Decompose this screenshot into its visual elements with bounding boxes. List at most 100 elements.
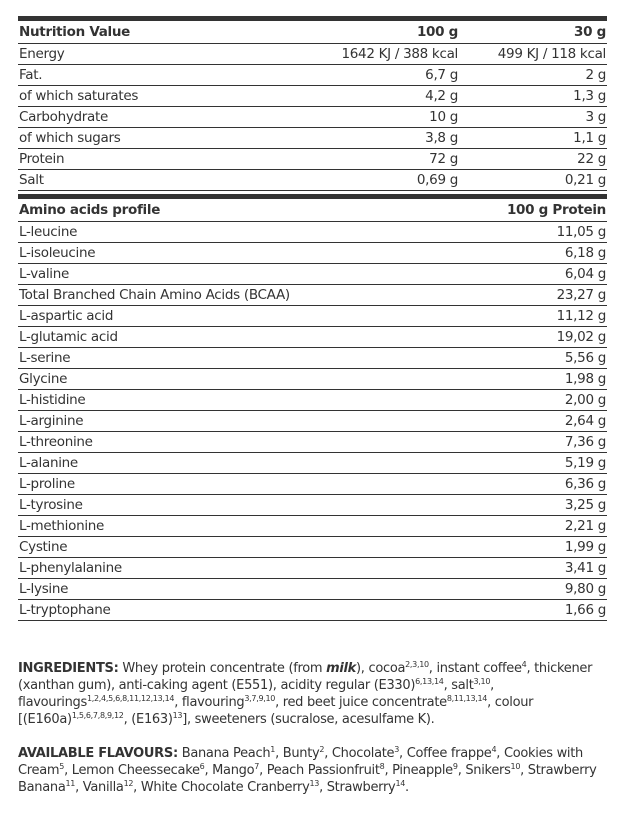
table-cell: 7,36 g	[447, 431, 607, 453]
table-row: L-tyrosine 3,25 g	[18, 494, 607, 516]
table-cell: 2,21 g	[447, 515, 607, 537]
table-cell: Protein	[18, 148, 320, 170]
text-part: .	[405, 780, 409, 795]
table-cell: L-tryptophane	[18, 599, 448, 621]
table-cell: 4,2 g	[320, 85, 459, 107]
footnote-ref: 11	[65, 779, 76, 788]
table-row: L-glutamic acid 19,02 g	[18, 326, 607, 348]
table-cell: L-tyrosine	[18, 494, 448, 516]
table-cell: 2 g	[459, 64, 607, 86]
table-cell: 1,66 g	[447, 599, 607, 621]
table-cell: 5,56 g	[447, 347, 607, 369]
table-cell: of which saturates	[18, 85, 320, 107]
table-header: Amino acids profile 100 g Protein	[18, 199, 607, 222]
footnote-ref: 2,3,10	[405, 660, 429, 669]
footnote-ref: 14	[395, 779, 406, 788]
table-cell: 6,18 g	[447, 242, 607, 264]
table-cell: L-histidine	[18, 389, 448, 411]
nutrition-panel: Nutrition Value 100 g 30 g Energy 1642 KJ / …	[18, 16, 607, 621]
table-cell: 3 g	[459, 106, 607, 128]
table-row: Energy 1642 KJ / 388 kcal 499 KJ / 118 kca…	[18, 43, 607, 65]
table-row: Protein 72 g 22 g	[18, 148, 607, 170]
table-row: L-histidine 2,00 g	[18, 389, 607, 411]
table-cell: L-lysine	[18, 578, 448, 600]
footnote-ref: 1,2,4,5,6,8,11,12,13,14	[86, 694, 175, 703]
text-part: , salt	[443, 678, 474, 693]
footnote-ref: 2	[319, 745, 325, 754]
text-part: , Peach Passionfruit	[259, 763, 380, 778]
table-row: Salt 0,69 g 0,21 g	[18, 169, 607, 191]
table-cell: 22 g	[459, 148, 607, 170]
table-cell: 72 g	[320, 148, 459, 170]
table-row: L-methionine 2,21 g	[18, 515, 607, 537]
section-label: AVAILABLE FLAVOURS:	[18, 746, 178, 761]
table-cell: L-methionine	[18, 515, 448, 537]
table-cell: Glycine	[18, 368, 448, 390]
footnote-ref: 4	[491, 745, 497, 754]
table-cell: 3,8 g	[320, 127, 459, 149]
table-cell: 1,1 g	[459, 127, 607, 149]
table-row: L-leucine 11,05 g	[18, 221, 607, 243]
header-cell: 30 g	[459, 21, 607, 44]
text-part: , White Chocolate Cranberry	[133, 780, 310, 795]
table-cell: Energy	[18, 43, 320, 65]
footnote-ref: 6,13,14	[415, 677, 444, 686]
footnote-ref: 1,5,6,7,8,9,12	[71, 711, 124, 720]
footnote-ref: 13	[172, 711, 183, 720]
table-cell: 3,41 g	[447, 557, 607, 579]
table-cell: 499 KJ / 118 kcal	[459, 43, 607, 65]
header-cell: Nutrition Value	[18, 21, 320, 44]
table-row: L-proline 6,36 g	[18, 473, 607, 495]
text-part: , Pineapple	[384, 763, 453, 778]
table-cell: 0,21 g	[459, 169, 607, 191]
table-cell: 19,02 g	[447, 326, 607, 348]
table-row: L-isoleucine 6,18 g	[18, 242, 607, 264]
divider	[18, 194, 607, 199]
table-cell: L-threonine	[18, 431, 448, 453]
table-cell: 23,27 g	[447, 284, 607, 306]
table-cell: 1,3 g	[459, 85, 607, 107]
text-part: , Strawberry Banana	[18, 763, 597, 795]
text-part: , thickener (xanthan gum), anti-caking a…	[18, 661, 593, 693]
amino-table: Amino acids profile 100 g Protein L-leucin…	[18, 199, 607, 621]
footnote-ref: 8,11,13,14	[446, 694, 488, 703]
table-row: Cystine 1,99 g	[18, 536, 607, 558]
text-part: Whey protein concentrate (from	[122, 661, 327, 676]
table-cell: L-isoleucine	[18, 242, 448, 264]
table-cell: L-glutamic acid	[18, 326, 448, 348]
table-cell: 2,64 g	[447, 410, 607, 432]
table-row: L-aspartic acid 11,12 g	[18, 305, 607, 327]
table-cell: 3,25 g	[447, 494, 607, 516]
footnote-ref: 7	[254, 762, 260, 771]
text-part: , Lemon Cheessecake	[64, 763, 200, 778]
table-cell: 5,19 g	[447, 452, 607, 474]
table-row: L-lysine 9,80 g	[18, 578, 607, 600]
table-cell: 0,69 g	[320, 169, 459, 191]
table-row: of which sugars 3,8 g 1,1 g	[18, 127, 607, 149]
table-cell: L-valine	[18, 263, 448, 285]
text-part: , instant coffee	[428, 661, 522, 676]
table-row: L-serine 5,56 g	[18, 347, 607, 369]
table-row: L-alanine 5,19 g	[18, 452, 607, 474]
table-cell: Salt	[18, 169, 320, 191]
table-row: Glycine 1,98 g	[18, 368, 607, 390]
footnote-ref: 8	[379, 762, 385, 771]
footnote-ref: 9	[452, 762, 458, 771]
text-part: , red beet juice concentrate	[275, 695, 447, 710]
text-part: ), cocoa	[356, 661, 406, 676]
table-row: L-valine 6,04 g	[18, 263, 607, 285]
text-part: , Cookies with Cream	[18, 746, 583, 778]
footnote-ref: 5	[59, 762, 65, 771]
table-cell: 11,05 g	[447, 221, 607, 243]
divider	[18, 16, 607, 21]
table-cell: L-phenylalanine	[18, 557, 448, 579]
table-cell: L-arginine	[18, 410, 448, 432]
table-cell: Cystine	[18, 536, 448, 558]
table-row: L-arginine 2,64 g	[18, 410, 607, 432]
table-cell: L-leucine	[18, 221, 448, 243]
table-cell: Fat.	[18, 64, 320, 86]
table-cell: 1642 KJ / 388 kcal	[320, 43, 459, 65]
ingredients-text: INGREDIENTS: Whey protein concentrate (f…	[18, 660, 610, 728]
text-part: , Vanilla	[75, 780, 124, 795]
table-row: of which saturates 4,2 g 1,3 g	[18, 85, 607, 107]
